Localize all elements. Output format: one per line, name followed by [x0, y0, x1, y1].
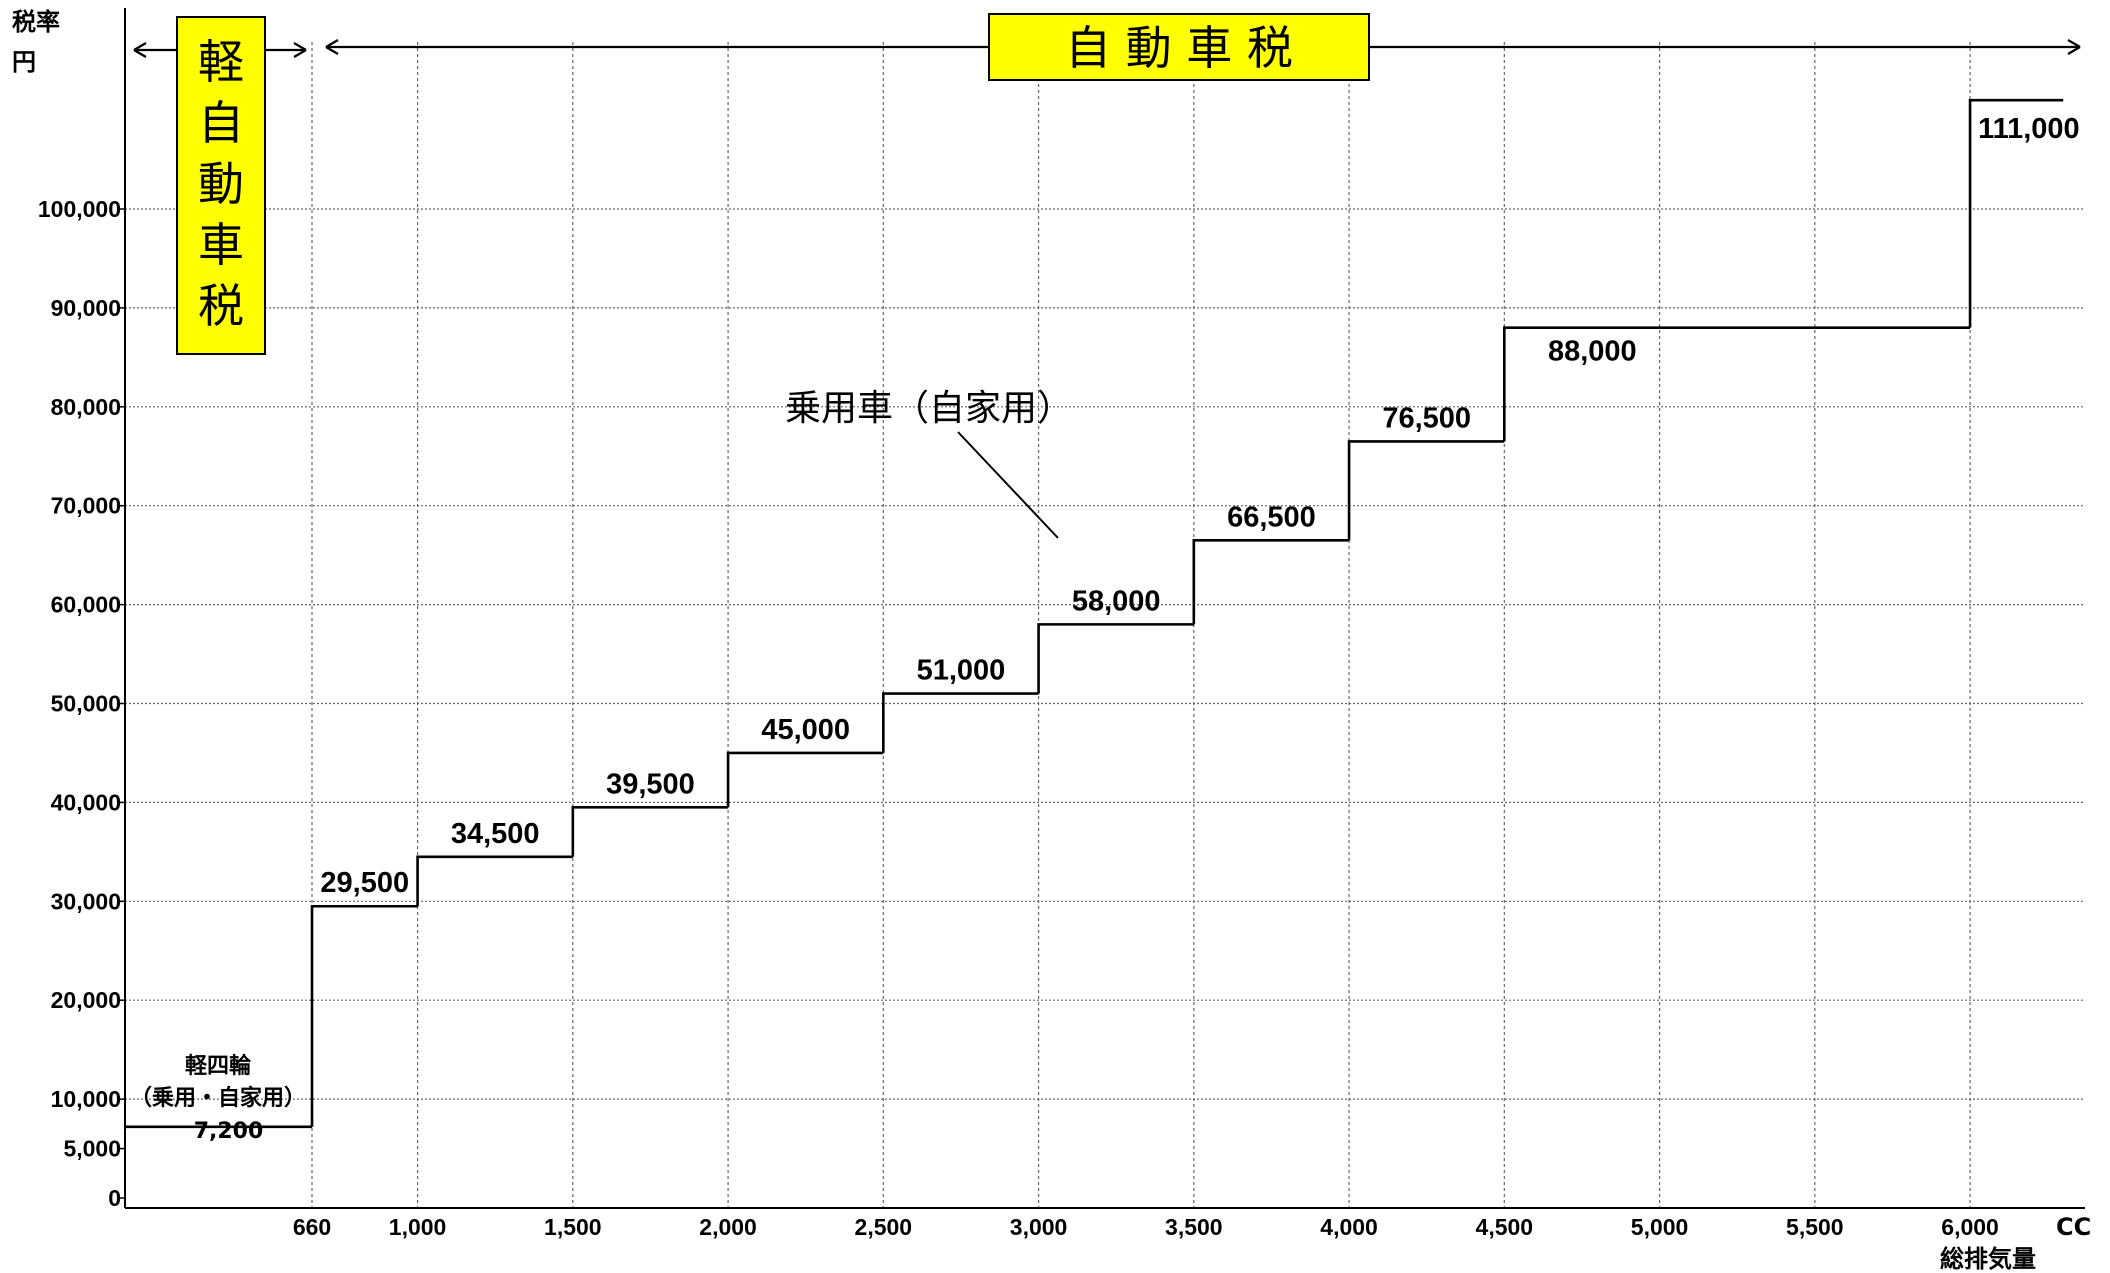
- x-tick-label: 5,000: [1631, 1214, 1689, 1240]
- kei-tax-char: 軽: [198, 35, 244, 89]
- arrowhead-left: [133, 42, 147, 58]
- kei-note-line1: 軽四輪: [185, 1053, 252, 1079]
- value-label: 76,500: [1382, 402, 1471, 434]
- x-tick-label: 6,000: [1941, 1214, 1999, 1240]
- value-label: 39,500: [606, 768, 695, 800]
- x-tick-label: 4,000: [1320, 1214, 1378, 1240]
- x-tick-labels: 660 1,000 1,500 2,000 2,500 3,000 3,500 4,000 4,…: [293, 1214, 1999, 1240]
- pointer-label: 乗用車（自家用）: [785, 388, 1073, 429]
- y-tick-label: 80,000: [51, 394, 121, 420]
- x-tick-label: 3,500: [1165, 1214, 1223, 1240]
- y-tick-label: 30,000: [51, 888, 121, 914]
- value-label: 88,000: [1548, 336, 1637, 368]
- car-tax-label: 自 動 車 税: [1065, 21, 1293, 75]
- arrowhead-left: [325, 39, 339, 55]
- axes: [118, 8, 2085, 1209]
- y-tick-label: 50,000: [51, 691, 121, 717]
- value-labels: 7,200 29,500 34,500 39,500 45,000 51,000 58,00…: [194, 113, 2080, 1144]
- kei-tax-char: 車: [198, 218, 244, 272]
- y-tick-label: 20,000: [51, 987, 121, 1013]
- step-line: [125, 98, 2064, 1129]
- value-label: 29,500: [320, 867, 409, 899]
- x-tick-label: 3,000: [1010, 1214, 1068, 1240]
- x-tick-label: 4,500: [1476, 1214, 1534, 1240]
- y-axis-title-line1: 税率: [12, 8, 60, 36]
- kei-tax-char: 動: [198, 157, 244, 211]
- x-tick-label: 1,000: [389, 1214, 447, 1240]
- x-axis-title: 総排気量: [1940, 1245, 2036, 1273]
- value-label: 58,000: [1072, 585, 1161, 617]
- arrowhead-right: [2067, 39, 2081, 55]
- pointer-line: [957, 431, 1059, 539]
- kei-note-line2: （乗用・自家用）: [130, 1085, 306, 1111]
- car-tax-box: [988, 13, 1370, 81]
- y-tick-label: 10,000: [51, 1086, 121, 1112]
- value-label: 111,000: [1978, 113, 2080, 145]
- value-label: 7,200: [194, 1119, 264, 1144]
- x-tick-label: 5,500: [1786, 1214, 1844, 1240]
- x-axis-unit: CC: [2056, 1213, 2091, 1241]
- kei-tax-char: 税: [198, 279, 244, 333]
- x-tick-label: 2,000: [699, 1214, 757, 1240]
- arrowhead-right: [293, 42, 307, 58]
- y-tick-label: 60,000: [51, 592, 121, 618]
- y-tick-label: 40,000: [51, 789, 121, 815]
- y-tick-labels: 0 5,000 10,000 20,000 30,000 40,000 50,000 60,0…: [38, 196, 121, 1211]
- value-label: 51,000: [917, 655, 1006, 687]
- value-label: 66,500: [1227, 501, 1316, 533]
- y-axis-title-line2: 円: [12, 48, 36, 76]
- kei-tax-box: [176, 16, 266, 355]
- x-tick-label: 1,500: [544, 1214, 602, 1240]
- y-tick-label: 70,000: [51, 493, 121, 519]
- y-tick-label: 5,000: [63, 1136, 121, 1162]
- x-tick-label: 660: [293, 1214, 331, 1240]
- value-label: 34,500: [451, 818, 540, 850]
- kei-tax-char: 自: [198, 96, 244, 150]
- x-tick-label: 2,500: [855, 1214, 913, 1240]
- value-label: 45,000: [761, 714, 850, 746]
- y-tick-label: 100,000: [38, 196, 121, 222]
- y-tick-label: 90,000: [51, 295, 121, 321]
- tax-step-series: [125, 98, 2064, 1129]
- y-tick-label: 0: [108, 1185, 121, 1211]
